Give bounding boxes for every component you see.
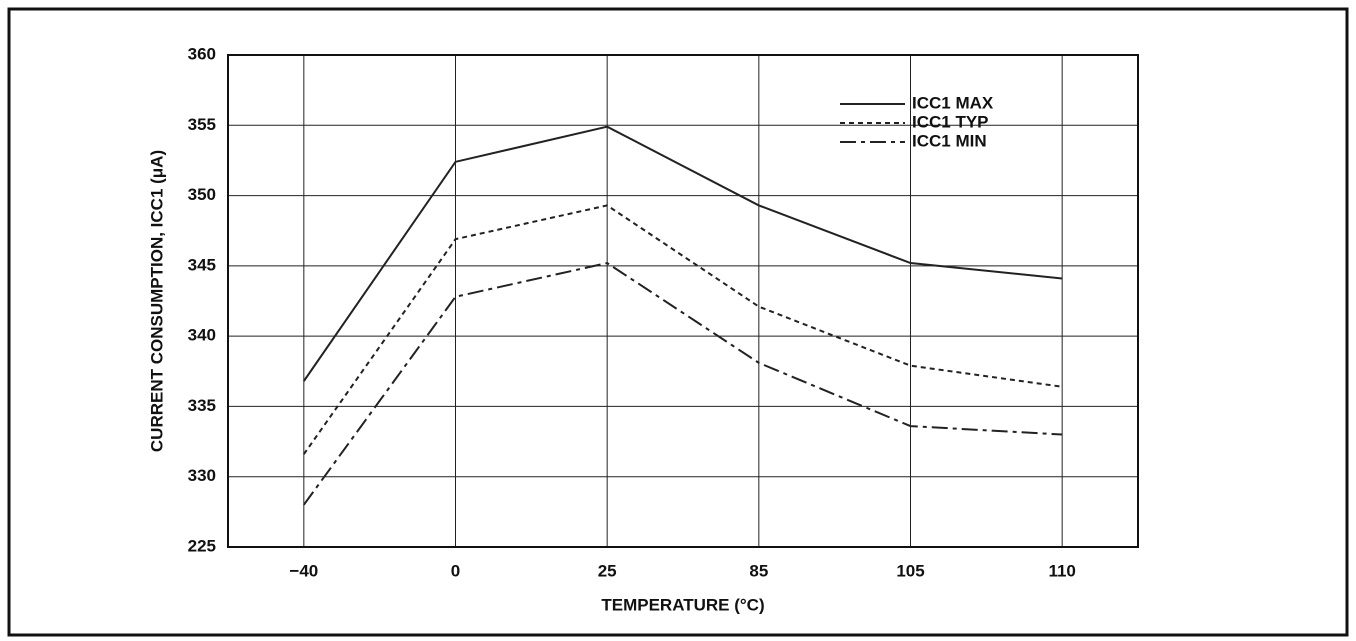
series-line — [303, 261, 1063, 506]
y-axis-label: CURRENT CONSUMPTION, ICC1 (μA) — [147, 150, 166, 452]
legend-label: ICC1 MIN — [912, 131, 987, 150]
x-tick-label: 110 — [1048, 561, 1075, 580]
y-tick-label: 335 — [188, 396, 216, 415]
legend-label: ICC1 MAX — [912, 93, 994, 112]
y-tick-label: 345 — [188, 255, 216, 274]
x-tick-label: 0 — [451, 561, 460, 580]
y-tick-label: 350 — [188, 185, 216, 204]
x-tick-label: 105 — [896, 561, 924, 580]
x-axis-label: TEMPERATURE (°C) — [601, 595, 764, 614]
plot-border — [227, 54, 1139, 548]
series-line — [303, 125, 1063, 382]
frame — [7, 7, 1349, 637]
x-tick-label: −40 — [289, 561, 318, 580]
y-tick-label: 360 — [188, 44, 216, 63]
y-tick-label: 340 — [188, 326, 216, 345]
y-tick-label: 355 — [188, 115, 216, 134]
y-tick-label: 225 — [188, 536, 216, 555]
series-line — [303, 204, 1063, 455]
x-tick-label: 25 — [598, 561, 617, 580]
y-tick-label: 330 — [188, 466, 216, 485]
x-tick-label: 85 — [749, 561, 768, 580]
legend-label: ICC1 TYP — [912, 112, 989, 131]
